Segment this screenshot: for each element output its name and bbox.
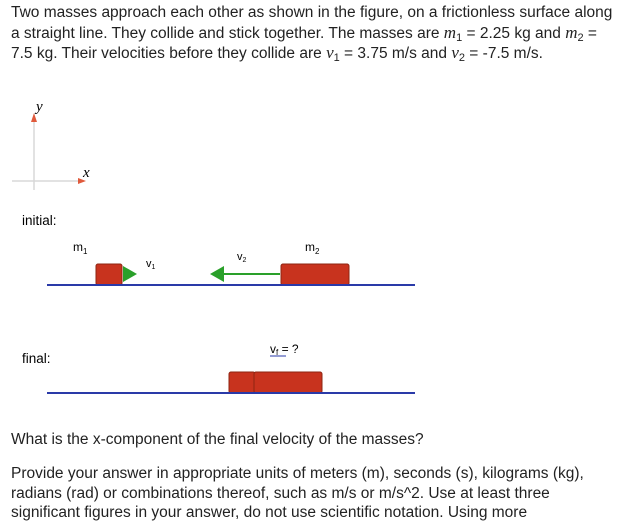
m2-symbol: m — [565, 22, 578, 42]
coordinate-axes: y x — [12, 99, 90, 190]
m2-value: = 7.5 kg. Their velocities before they c… — [11, 24, 597, 63]
m1-figure-label: m1 — [73, 240, 88, 256]
problem-text-part1: Two masses approach each other as shown … — [11, 4, 613, 42]
v2-figure-label: v2 — [237, 251, 247, 264]
answer-instructions: Provide your answer in appropriate units… — [11, 465, 584, 521]
m2-subscript: 2 — [577, 31, 584, 44]
v1-value: = 3.75 m/s and — [339, 45, 452, 62]
mass-1-block — [95, 263, 123, 286]
v1-symbol: v — [326, 43, 334, 62]
collision-figure: y x initial: m1 m2 v1 v2 final: vf = ? — [12, 99, 415, 394]
m2-figure-label: m2 — [305, 240, 320, 256]
v2-symbol: v — [451, 43, 459, 62]
final-label: final: — [22, 351, 51, 366]
v2-value: = -7.5 m/s. — [465, 45, 543, 62]
initial-label: initial: — [22, 213, 57, 228]
v1-subscript: 1 — [333, 52, 340, 64]
v2-subscript: 2 — [458, 52, 465, 64]
x-axis-arrowhead — [78, 178, 86, 184]
mass-2-block — [280, 263, 350, 286]
x-axis-label: x — [82, 165, 90, 181]
vf-figure-label: vf = ? — [270, 342, 299, 357]
v1-figure-label: v1 — [146, 258, 156, 271]
m1-subscript: 1 — [456, 31, 463, 44]
m1-value: = 2.25 kg and — [462, 24, 566, 42]
combined-mass-left — [228, 371, 256, 394]
y-axis-arrowhead — [31, 113, 37, 122]
question-text: What is the x-component of the final vel… — [11, 431, 424, 448]
m1-symbol: m — [443, 22, 457, 42]
problem-statement: Two masses approach each other as shown … — [11, 3, 616, 64]
y-axis-label: y — [34, 99, 43, 115]
combined-mass-right — [253, 371, 323, 394]
